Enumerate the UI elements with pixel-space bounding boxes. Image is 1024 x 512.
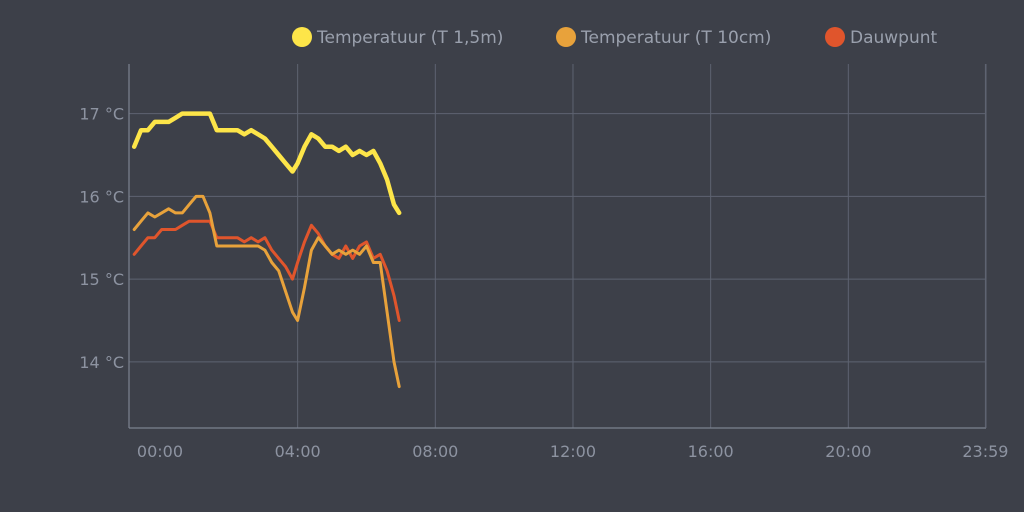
tick-labels: 00:00 04:00 08:00 12:00 16:00 20:00 23:59 14 °C… (79, 105, 1008, 461)
series-lines (131, 111, 402, 389)
x-tick-label: 23:59 (962, 442, 1008, 461)
legend-swatch (825, 27, 845, 47)
x-tick-label: 00:00 (137, 442, 183, 461)
y-tick-label: 14 °C (79, 353, 124, 372)
x-tick-label: 12:00 (550, 442, 596, 461)
legend-item[interactable]: Temperatuur (T 10cm) (556, 27, 771, 48)
legend-label: Temperatuur (T 10cm) (580, 28, 771, 48)
axes (128, 64, 987, 429)
legend-swatch (556, 27, 576, 47)
x-tick-label: 20:00 (825, 442, 871, 461)
series-line-2 (132, 194, 401, 389)
y-tick-label: 15 °C (79, 270, 124, 289)
x-tick-label: 04:00 (275, 442, 321, 461)
grid (129, 64, 986, 428)
legend-label: Dauwpunt (850, 28, 938, 48)
legend[interactable]: Temperatuur (T 1,5m) Temperatuur (T 10cm)… (292, 27, 938, 48)
series-line-3 (132, 219, 401, 322)
legend-item[interactable]: Dauwpunt (825, 27, 938, 48)
x-tick-label: 16:00 (688, 442, 734, 461)
x-tick-label: 08:00 (412, 442, 458, 461)
y-tick-label: 16 °C (79, 187, 124, 206)
series-line-1 (131, 111, 402, 216)
legend-swatch (292, 27, 312, 47)
y-tick-label: 17 °C (79, 105, 124, 124)
legend-item[interactable]: Temperatuur (T 1,5m) (292, 27, 503, 48)
legend-label: Temperatuur (T 1,5m) (316, 28, 503, 48)
